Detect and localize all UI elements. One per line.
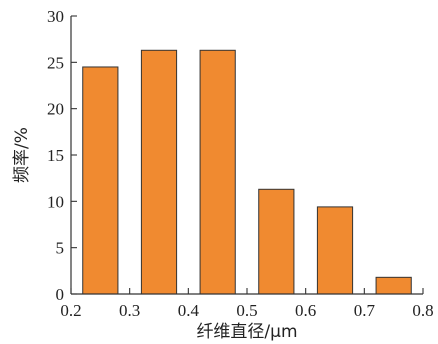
bar-2 [199, 49, 236, 295]
bars-group [82, 49, 412, 295]
y-tick-label-2: 10 [47, 192, 64, 211]
x-tick-label-6: 0.8 [412, 301, 433, 320]
x-tick-label-5: 0.7 [354, 301, 376, 320]
x-axis-title: 纤维直径/μm [196, 322, 297, 342]
x-tick-label-3: 0.5 [236, 301, 257, 320]
x-tick-label-1: 0.3 [119, 301, 140, 320]
x-tick-label-2: 0.4 [178, 301, 200, 320]
x-tick-label-0: 0.2 [60, 301, 81, 320]
bar-5 [375, 276, 412, 295]
axes-group [70, 16, 423, 295]
bar-0 [82, 66, 119, 295]
bar-1 [140, 49, 178, 295]
y-axis-title: 频率/% [12, 127, 32, 183]
bar-3 [258, 188, 295, 295]
x-ticks-group: 0.2 0.3 0.4 0.5 0.6 0.7 0.8 [60, 288, 434, 320]
x-tick-label-4: 0.6 [295, 301, 316, 320]
y-tick-label-5: 25 [47, 53, 64, 72]
y-tick-label-3: 15 [47, 146, 64, 165]
y-tick-label-1: 5 [56, 239, 65, 258]
bar-4 [316, 206, 354, 295]
y-tick-label-0: 0 [56, 285, 65, 304]
y-tick-label-4: 20 [47, 100, 64, 119]
y-ticks-group: 0 5 10 15 20 25 30 [47, 7, 77, 304]
y-tick-label-6: 30 [47, 7, 64, 26]
